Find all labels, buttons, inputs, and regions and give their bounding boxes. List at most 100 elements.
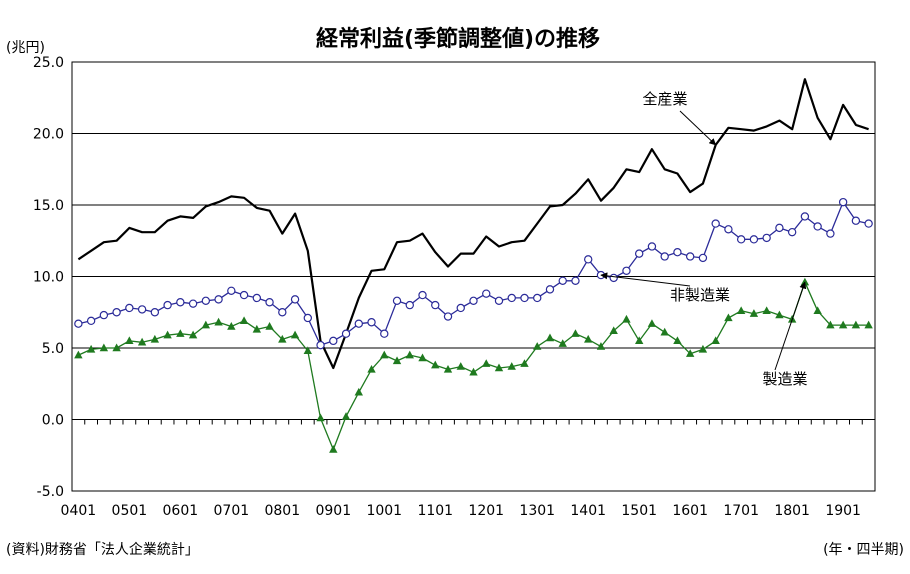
data-point [341, 412, 351, 420]
gridlines [72, 61, 875, 492]
series-line [78, 281, 869, 451]
y-unit-label: (兆円) [6, 40, 45, 56]
x-tick-label: 0401 [61, 503, 97, 519]
plot-border [71, 61, 876, 492]
data-point [507, 362, 516, 370]
data-point [456, 303, 465, 313]
data-point [813, 306, 822, 315]
data-point [762, 306, 771, 315]
y-tick-label: 20.0 [33, 127, 64, 143]
data-point [711, 336, 720, 345]
series-label-arrow [774, 281, 807, 371]
data-point [316, 340, 325, 350]
data-point [609, 273, 618, 283]
data-point [494, 296, 504, 306]
data-point [290, 330, 300, 339]
data-point [622, 314, 631, 323]
data-point [354, 319, 363, 328]
data-point [392, 356, 402, 365]
data-point [176, 298, 185, 307]
y-tick-label: 0.0 [42, 413, 64, 429]
data-point [838, 197, 848, 207]
data-point [469, 296, 478, 306]
x-tick-label: 0701 [214, 503, 250, 519]
data-point [469, 367, 478, 376]
data-point [584, 334, 593, 343]
data-point [826, 320, 835, 329]
data-point [800, 212, 810, 221]
data-point [647, 319, 657, 327]
data-point [634, 249, 644, 258]
data-point [724, 225, 733, 234]
data-point [749, 235, 759, 244]
data-point [316, 413, 325, 422]
data-point [303, 313, 313, 323]
y-tick-label: 10.0 [33, 270, 64, 286]
data-point [864, 219, 873, 228]
x-tick-label: 1401 [570, 503, 606, 519]
axes: 25.0 20.0 15.0 10.0 5.0 0.0 -5.0 0401 0501 0601 07… [33, 55, 876, 519]
data-point [188, 299, 198, 308]
data-point [851, 320, 861, 329]
data-point [201, 320, 211, 329]
data-point [800, 277, 810, 286]
x-tick-label: 1901 [825, 503, 861, 519]
data-point [711, 219, 720, 228]
data-point [74, 350, 83, 359]
data-point [787, 227, 797, 237]
data-point [137, 305, 147, 314]
x-tick-label: 0601 [163, 503, 199, 519]
x-tick-label: 1101 [417, 503, 453, 519]
data-point [533, 293, 542, 303]
data-point [227, 322, 236, 330]
series-markers [74, 197, 873, 453]
data-point [112, 308, 121, 317]
x-tick-label: 1301 [519, 503, 555, 519]
data-point [558, 339, 567, 347]
data-point [685, 349, 695, 357]
data-point [584, 255, 593, 264]
data-point [685, 252, 695, 261]
x-tick-label: 1601 [672, 503, 708, 519]
data-point [74, 319, 83, 328]
data-point [724, 313, 733, 322]
series-label-arrow [600, 272, 691, 287]
x-tick-label: 1201 [468, 503, 504, 519]
data-point [494, 363, 504, 372]
data-point [622, 266, 631, 275]
data-point [354, 387, 363, 396]
data-point [775, 310, 784, 319]
data-point [533, 342, 542, 350]
data-point [290, 295, 300, 304]
data-point [405, 350, 414, 359]
series-label: 全産業 [642, 90, 687, 108]
data-point [609, 326, 618, 335]
data-point [125, 336, 134, 345]
data-point [252, 293, 262, 303]
x-tick-label: 1501 [621, 503, 657, 519]
data-point [125, 303, 134, 313]
data-point [736, 306, 746, 315]
data-point [520, 293, 529, 303]
series-label: 非製造業 [670, 286, 730, 304]
data-point [150, 334, 160, 343]
data-point [482, 289, 491, 298]
data-point [545, 333, 555, 342]
data-point [112, 343, 121, 352]
data-point [520, 359, 529, 367]
data-point [239, 316, 249, 325]
data-point [775, 223, 784, 233]
data-point [571, 276, 580, 285]
data-point [329, 445, 338, 453]
data-point [341, 329, 351, 338]
data-point [188, 330, 198, 339]
series-label-arrow [679, 110, 717, 146]
y-tick-label: 15.0 [33, 198, 64, 214]
data-point [150, 308, 160, 317]
y-tick-label: 25.0 [33, 55, 64, 71]
data-point [443, 312, 453, 321]
data-point [660, 252, 669, 261]
data-point [558, 276, 567, 285]
data-point [163, 330, 172, 339]
